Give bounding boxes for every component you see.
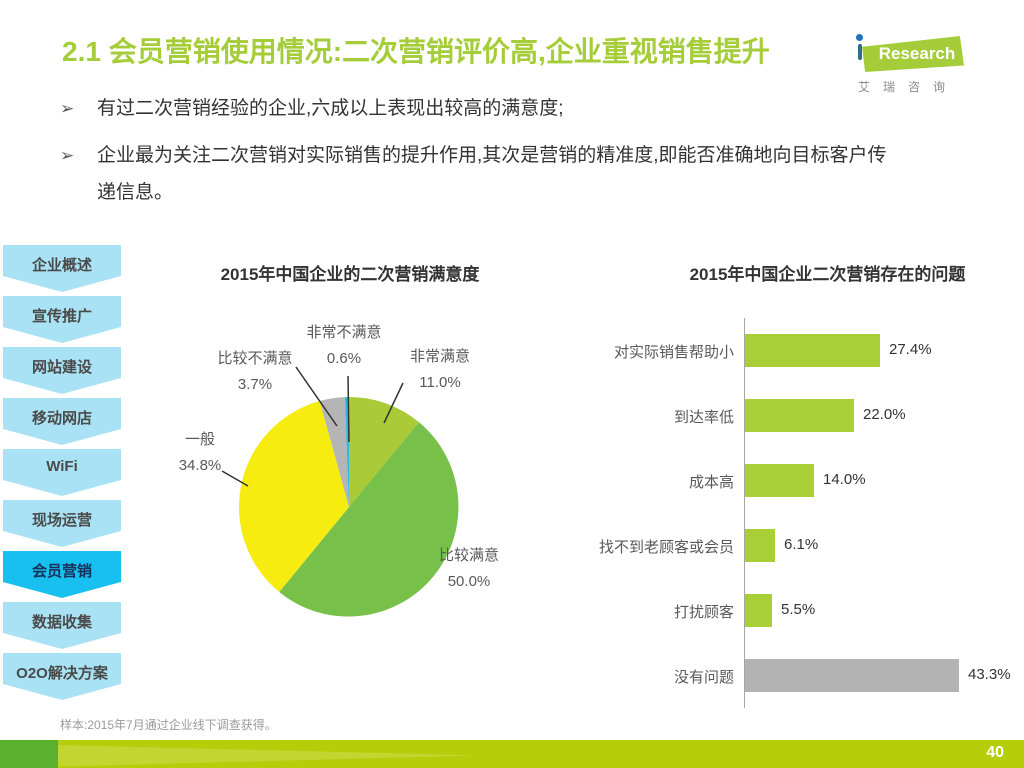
sidebar-item-会员营销[interactable]: 会员营销: [3, 551, 121, 598]
pie-slice-非常满意: [349, 397, 420, 507]
logo-i-stem-icon: [858, 44, 862, 60]
bottom-bar: [0, 740, 1024, 768]
sidebar-item-label: 现场运营: [31, 512, 92, 529]
bar-value-label: 22.0%: [863, 406, 906, 423]
bar-value-label: 5.5%: [781, 601, 816, 618]
bar-value-label: 14.0%: [823, 471, 866, 488]
sidebar-item-O2O解决方案[interactable]: O2O解决方案: [3, 653, 121, 700]
bar-value-label: 27.4%: [889, 341, 932, 358]
bar-category-label: 找不到老顾客或会员: [598, 539, 734, 556]
bar-category-label: 对实际销售帮助小: [613, 344, 734, 361]
pie-label-neutral: 一般 34.8%: [178, 431, 222, 474]
bar-category-label: 打扰顾客: [673, 604, 734, 621]
bar-打扰顾客: [745, 594, 772, 627]
bullet-list: ➢ 有过二次营销经验的企业,六成以上表现出较高的满意度; ➢ 企业最为关注二次营销对实…: [60, 90, 905, 221]
sidebar-item-WiFi[interactable]: WiFi: [3, 449, 121, 496]
pie-label-somewhat-dissatisfied: 比较不满意 3.7%: [217, 350, 293, 393]
sidebar-item-label: 网站建设: [31, 359, 92, 376]
bar-value-label: 43.3%: [968, 666, 1011, 683]
iresearch-logo: Research 艾瑞咨询: [852, 26, 972, 94]
bottom-bar-accent: [0, 740, 58, 768]
sidebar-item-数据收集[interactable]: 数据收集: [3, 602, 121, 649]
pie-label-somewhat-satisfied: 比较满意 50.0%: [438, 547, 499, 590]
bullet-item: ➢ 企业最为关注二次营销对实际销售的提升作用,其次是营销的精准度,即能否准确地向目…: [60, 137, 905, 211]
bullet-text: 企业最为关注二次营销对实际销售的提升作用,其次是营销的精准度,即能否准确地向目标…: [97, 145, 887, 203]
sidebar-item-移动网店[interactable]: 移动网店: [3, 398, 121, 445]
sidebar-item-企业概述[interactable]: 企业概述: [3, 245, 121, 292]
logo-flag-shape: Research: [862, 36, 964, 72]
bullet-text: 有过二次营销经验的企业,六成以上表现出较高的满意度;: [97, 98, 564, 119]
sidebar-item-label: WiFi: [46, 458, 78, 475]
bar-chart: 对实际销售帮助小 27.4% 到达率低 22.0% 成本高 14.0% 找不到老顾客或会员 6…: [560, 318, 1024, 710]
pie-label-very-dissatisfied: 非常不满意 0.6%: [306, 324, 382, 367]
bar-没有问题: [745, 659, 959, 692]
sidebar-item-网站建设[interactable]: 网站建设: [3, 347, 121, 394]
bar-category-label: 到达率低: [673, 409, 734, 426]
bullet-item: ➢ 有过二次营销经验的企业,六成以上表现出较高的满意度;: [60, 90, 905, 127]
pie-leader-lines: [221, 366, 404, 487]
bar-到达率低: [745, 399, 854, 432]
bar-找不到老顾客或会员: [745, 529, 775, 562]
pie-slice-非常不满意: [344, 397, 349, 507]
sidebar-item-现场运营[interactable]: 现场运营: [3, 500, 121, 547]
logo-i-dot-icon: [856, 34, 863, 41]
page-title: 2.1 会员营销使用情况:二次营销评价高,企业重视销售提升: [62, 36, 770, 67]
sidebar-item-label: 数据收集: [31, 614, 92, 631]
logo-subtitle: 艾瑞咨询: [858, 80, 959, 94]
sidebar-item-宣传推广[interactable]: 宣传推广: [3, 296, 121, 343]
sidebar-item-label: 会员营销: [31, 563, 92, 580]
bar-chart-axis: [744, 318, 745, 708]
page-number: 40: [986, 744, 1004, 761]
bar-对实际销售帮助小: [745, 334, 880, 367]
sidebar-item-label: 宣传推广: [31, 308, 92, 325]
sidebar-item-label: O2O解决方案: [16, 665, 108, 682]
sample-footnote: 样本:2015年7月通过企业线下调查获得。: [60, 718, 277, 732]
pie-chart-title: 2015年中国企业的二次营销满意度: [220, 265, 480, 284]
bar-value-label: 6.1%: [784, 536, 819, 553]
logo-brand-text: Research: [878, 44, 956, 63]
bar-chart-title: 2015年中国企业二次营销存在的问题: [689, 265, 966, 284]
sidebar-nav: 企业概述宣传推广网站建设移动网店 WiFi 现场运营会员营销数据收集 O2O解决方案: [3, 245, 121, 704]
pie-slice-比较满意: [279, 422, 459, 617]
bar-category-label: 没有问题: [673, 669, 734, 686]
bullet-arrow-icon: ➢: [60, 99, 75, 118]
pie-slice-比较不满意: [319, 397, 349, 507]
sidebar-item-label: 企业概述: [31, 257, 92, 274]
sidebar-item-label: 移动网店: [31, 410, 92, 427]
bar-成本高: [745, 464, 814, 497]
bullet-arrow-icon: ➢: [60, 146, 75, 165]
pie-chart: [221, 366, 459, 617]
pie-label-very-satisfied: 非常满意 11.0%: [409, 348, 470, 391]
bottom-bar-wedge: [58, 745, 478, 767]
pie-slice-一般: [239, 400, 349, 593]
bar-category-label: 成本高: [688, 474, 734, 491]
